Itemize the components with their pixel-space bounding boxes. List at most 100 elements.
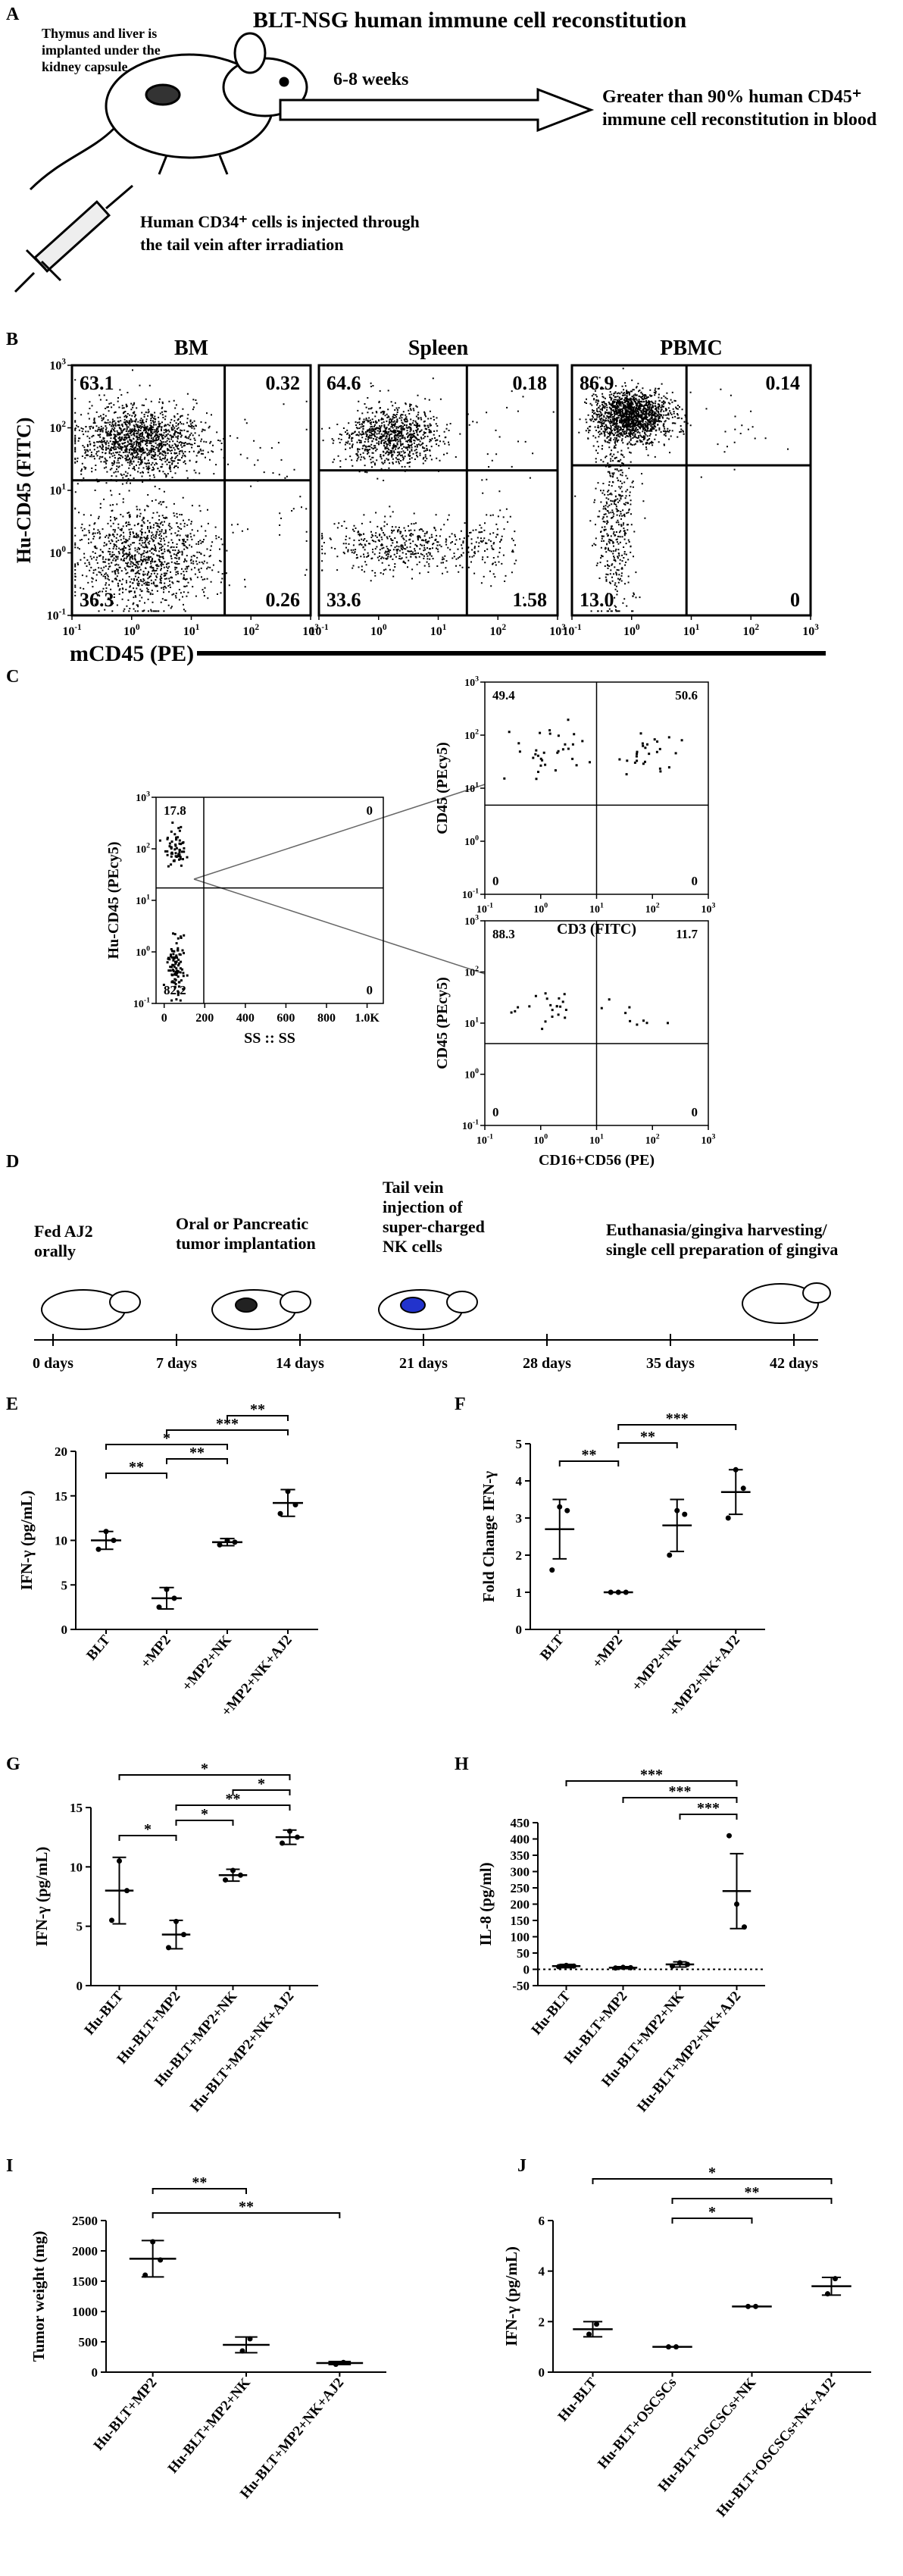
- significance-label: **: [226, 1791, 241, 1808]
- tick-label: 100: [533, 902, 548, 916]
- tick-base: 10: [464, 731, 475, 742]
- significance-label: **: [239, 2199, 254, 2215]
- tick-exponent: 0: [136, 623, 140, 632]
- tick-exponent: 0: [475, 1067, 479, 1075]
- data-point: [571, 1963, 576, 1969]
- y-tick-label: 0: [516, 1623, 523, 1637]
- data-point: [670, 1963, 675, 1969]
- y-tick-label: 50: [517, 1946, 530, 1961]
- quadrant-percent: 33.6: [327, 589, 361, 611]
- significance-label: **: [192, 2174, 207, 2191]
- tick-exponent: 3: [712, 902, 716, 910]
- significance-bracket: [622, 1797, 738, 1803]
- significance-bracket: [558, 1460, 620, 1466]
- quadrant-percent: 17.8: [164, 803, 186, 818]
- tick-exponent: -1: [487, 902, 493, 910]
- axis-label: mCD45 (PE): [70, 641, 194, 666]
- y-tick-label: 1500: [72, 2274, 98, 2289]
- axis-label: IL-8 (pg/ml): [476, 1862, 495, 1945]
- tick-label: 100: [464, 834, 479, 848]
- x-tick-label: Hu-BLT+OSCSCs: [595, 2375, 680, 2472]
- tick-base: 10: [464, 837, 475, 848]
- tick-exponent: 1: [61, 482, 66, 491]
- axis: [537, 1823, 765, 1986]
- significance-bracket: [671, 2198, 833, 2204]
- tick-label: 101: [464, 781, 479, 795]
- y-tick-label: 100: [511, 1930, 530, 1945]
- panel-letter: H: [455, 1754, 469, 1774]
- significance-bracket: [105, 1444, 228, 1450]
- data-point: [239, 2348, 245, 2354]
- data-point: [247, 2336, 253, 2342]
- tick-base: 10: [589, 1135, 600, 1147]
- significance-label: **: [640, 1429, 655, 1445]
- tick-label: 200: [195, 1012, 214, 1025]
- day-label: 21 days: [399, 1355, 448, 1372]
- tick-label: 100: [533, 1133, 548, 1147]
- panel-letter: F: [455, 1394, 466, 1414]
- tick-base: 10: [683, 625, 695, 638]
- data-point: [586, 2331, 592, 2337]
- tick-exponent: 2: [656, 1133, 660, 1141]
- tick-base: 10: [183, 625, 195, 638]
- tick-label: 10-1: [62, 623, 82, 638]
- significance-bracket: [175, 1820, 234, 1826]
- significance-bracket: [105, 1473, 167, 1479]
- tick-label: 101: [430, 623, 447, 638]
- data-point: [232, 1539, 238, 1545]
- tick-label: 102: [464, 965, 479, 978]
- tick-label: 103: [549, 623, 566, 638]
- day-label: 35 days: [646, 1355, 695, 1372]
- data-point: [673, 2344, 679, 2350]
- significance-label: *: [201, 1761, 208, 1777]
- quadrant-percent: 0: [692, 1105, 698, 1119]
- y-tick-label: 0: [77, 1979, 83, 1993]
- event-dots: [510, 992, 669, 1031]
- tick-base: 10: [370, 625, 383, 638]
- error-bar: [328, 2361, 352, 2365]
- axis-label: Fold Change IFN-γ: [480, 1471, 498, 1602]
- day-label: 42 days: [770, 1355, 818, 1372]
- data-point: [667, 1552, 673, 1558]
- axis-label: Tumor weight (mg): [30, 2231, 48, 2362]
- x-tick-label: Hu-BLT+MP2+NK+AJ2: [237, 2375, 347, 2502]
- error-bar: [583, 2321, 603, 2338]
- tick-exponent: 3: [475, 914, 479, 922]
- y-tick-label: 300: [511, 1865, 530, 1880]
- quadrant-percent: 0.18: [513, 372, 548, 394]
- axis-label: IFN-γ (pg/mL): [502, 2246, 520, 2346]
- quadrant-percent: 0.32: [266, 372, 301, 394]
- significance-label: **: [129, 1459, 144, 1476]
- data-point: [173, 1918, 179, 1924]
- tick-base: 10: [136, 896, 146, 907]
- tick-label: 400: [236, 1012, 255, 1025]
- tick-label: 103: [701, 902, 716, 916]
- tick-base: 10: [464, 916, 475, 928]
- outcome: immune cell reconstitution in blood: [602, 110, 877, 130]
- note: the tail vein after irradiation: [140, 235, 343, 254]
- tick-base: 10: [701, 904, 712, 916]
- panel-letter: I: [6, 2156, 13, 2176]
- significance-bracket: [592, 2178, 833, 2184]
- tick-base: 10: [701, 1135, 712, 1147]
- data-point: [164, 1586, 170, 1592]
- significance-bracket: [617, 1424, 737, 1430]
- data-point: [124, 1888, 130, 1894]
- y-tick-label: 250: [511, 1881, 530, 1895]
- tick-base: 10: [802, 625, 814, 638]
- error-bar: [821, 2277, 842, 2296]
- tick-base: 10: [136, 793, 146, 804]
- tick-base: 10: [136, 844, 146, 856]
- quadrant-percent: 0.26: [266, 589, 301, 611]
- x-tick-label: Hu-BLT+MP2: [91, 2375, 161, 2454]
- tick-base: 10: [476, 1135, 487, 1147]
- day-label: 7 days: [156, 1355, 197, 1372]
- quadrant-percent: 64.6: [327, 372, 361, 394]
- axis-label: CD45 (PEcy5): [434, 977, 451, 1069]
- y-tick-label: 2: [539, 2315, 545, 2329]
- tick-label: 101: [464, 1016, 479, 1030]
- tick-exponent: 3: [475, 675, 479, 684]
- tick-label: 103: [701, 1133, 716, 1147]
- data-point: [623, 1589, 629, 1595]
- quadrant-percent: 0: [492, 1105, 499, 1119]
